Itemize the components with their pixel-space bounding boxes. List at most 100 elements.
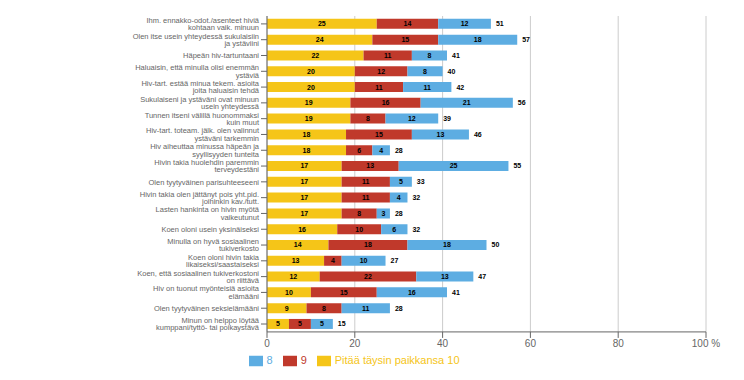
svg-text:8: 8 xyxy=(423,68,427,75)
svg-text:17: 17 xyxy=(300,162,308,169)
svg-text:Koen oloni usein yksinäiseksi: Koen oloni usein yksinäiseksi xyxy=(161,225,259,234)
svg-text:Koen oloni hivin takialikaisek: Koen oloni hivin takialikaiseksi/saastai… xyxy=(186,253,260,269)
svg-text:4: 4 xyxy=(331,257,335,264)
svg-text:10: 10 xyxy=(360,257,368,264)
svg-text:Haluaisin, että minulla olisi: Haluaisin, että minulla olisi enemmänyst… xyxy=(135,63,260,80)
svg-text:32: 32 xyxy=(412,194,420,201)
svg-text:Olen tyytyväinen parisuhteesee: Olen tyytyväinen parisuhteeseeni xyxy=(149,178,260,187)
svg-text:Tunnen itseni välillä huonomma: Tunnen itseni välillä huonommaksikuin mu… xyxy=(145,111,260,128)
svg-text:25: 25 xyxy=(450,162,458,169)
svg-text:0: 0 xyxy=(264,338,270,349)
svg-text:22: 22 xyxy=(364,273,372,280)
svg-text:16: 16 xyxy=(298,226,306,233)
svg-text:Hivin takia olen jättänyt pois: Hivin takia olen jättänyt pois yht.pid.j… xyxy=(140,190,259,207)
svg-text:16: 16 xyxy=(382,99,390,106)
svg-text:13: 13 xyxy=(366,162,374,169)
svg-text:10: 10 xyxy=(285,289,293,296)
svg-text:19: 19 xyxy=(305,99,313,106)
svg-text:51: 51 xyxy=(496,20,504,27)
svg-text:Olen itse usein yhteydessä suk: Olen itse usein yhteydessä sukulaisiinja… xyxy=(133,32,260,49)
svg-text:11: 11 xyxy=(362,178,370,185)
svg-text:40: 40 xyxy=(437,338,449,349)
svg-text:Hiv-tart. estää minua tekem. a: Hiv-tart. estää minua tekem. asioitajoit… xyxy=(141,79,259,96)
svg-text:10: 10 xyxy=(355,226,363,233)
svg-text:60: 60 xyxy=(525,338,537,349)
svg-text:42: 42 xyxy=(456,84,464,91)
svg-text:18: 18 xyxy=(443,241,451,248)
svg-text:19: 19 xyxy=(305,115,313,122)
svg-text:Olen tyytyväinen seksielämääni: Olen tyytyväinen seksielämääni xyxy=(154,304,259,313)
svg-text:46: 46 xyxy=(474,131,482,138)
svg-text:13: 13 xyxy=(441,273,449,280)
svg-text:18: 18 xyxy=(303,147,311,154)
svg-text:Ihm. ennakko-odot./asenteet hi: Ihm. ennakko-odot./asenteet hiviäkohtaan… xyxy=(146,16,259,33)
svg-text:8: 8 xyxy=(366,115,370,122)
svg-text:11: 11 xyxy=(375,84,383,91)
svg-text:18: 18 xyxy=(474,36,482,43)
svg-text:3: 3 xyxy=(381,210,385,217)
svg-text:13: 13 xyxy=(292,257,300,264)
svg-text:15: 15 xyxy=(338,320,346,327)
svg-text:6: 6 xyxy=(357,147,361,154)
svg-text:32: 32 xyxy=(412,226,420,233)
svg-text:Sukulaiseni ja ystäväni ovat m: Sukulaiseni ja ystäväni ovat minuunusein… xyxy=(140,95,260,112)
svg-text:20: 20 xyxy=(349,338,361,349)
svg-text:Hiv on tuonut myönteisiä asioi: Hiv on tuonut myönteisiä asioitaelämääni xyxy=(153,284,260,301)
svg-text:5: 5 xyxy=(399,178,403,185)
svg-text:9: 9 xyxy=(285,305,289,312)
svg-text:57: 57 xyxy=(522,36,530,43)
svg-text:28: 28 xyxy=(395,305,403,312)
svg-text:11: 11 xyxy=(384,52,392,59)
svg-text:15: 15 xyxy=(340,289,348,296)
svg-text:28: 28 xyxy=(395,210,403,217)
svg-text:5: 5 xyxy=(276,320,280,327)
svg-text:5: 5 xyxy=(298,320,302,327)
svg-text:11: 11 xyxy=(362,305,370,312)
svg-text:41: 41 xyxy=(452,289,460,296)
svg-text:Lasten hankinta on hivin myötä: Lasten hankinta on hivin myötävaikeutunu… xyxy=(156,205,260,222)
svg-text:4: 4 xyxy=(379,147,383,154)
svg-text:18: 18 xyxy=(364,241,372,248)
svg-text:4: 4 xyxy=(397,194,401,201)
svg-text:47: 47 xyxy=(478,273,486,280)
svg-text:40: 40 xyxy=(448,68,456,75)
svg-text:12: 12 xyxy=(289,273,297,280)
svg-text:12: 12 xyxy=(408,115,416,122)
svg-text:16: 16 xyxy=(408,289,416,296)
svg-text:Hiv aiheuttaa minussa häpeän j: Hiv aiheuttaa minussa häpeän jasyyllisyy… xyxy=(150,142,260,159)
svg-text:27: 27 xyxy=(391,257,399,264)
svg-text:80: 80 xyxy=(613,338,625,349)
svg-text:50: 50 xyxy=(492,241,500,248)
svg-text:20: 20 xyxy=(307,84,315,91)
svg-text:25: 25 xyxy=(318,20,326,27)
svg-text:14: 14 xyxy=(294,241,302,248)
svg-text:14: 14 xyxy=(404,20,412,27)
svg-text:39: 39 xyxy=(443,115,451,122)
svg-text:8: 8 xyxy=(357,210,361,217)
svg-text:17: 17 xyxy=(300,194,308,201)
svg-text:20: 20 xyxy=(307,68,315,75)
svg-text:56: 56 xyxy=(518,99,526,106)
svg-text:15: 15 xyxy=(401,36,409,43)
svg-text:24: 24 xyxy=(316,36,324,43)
svg-text:8: 8 xyxy=(427,52,431,59)
svg-text:17: 17 xyxy=(300,178,308,185)
svg-text:28: 28 xyxy=(395,147,403,154)
svg-text:22: 22 xyxy=(311,52,319,59)
svg-text:18: 18 xyxy=(303,131,311,138)
svg-text:12: 12 xyxy=(461,20,469,27)
svg-text:33: 33 xyxy=(417,178,425,185)
svg-text:21: 21 xyxy=(463,99,471,106)
svg-text:11: 11 xyxy=(362,194,370,201)
svg-text:6: 6 xyxy=(392,226,396,233)
svg-text:13: 13 xyxy=(437,131,445,138)
svg-text:5: 5 xyxy=(320,320,324,327)
svg-text:Koen, että sosiaalinen tukiver: Koen, että sosiaalinen tukiverkostonion … xyxy=(137,269,260,286)
svg-text:12: 12 xyxy=(377,68,385,75)
svg-text:Hiv-tart. toteam. jälk. olen v: Hiv-tart. toteam. jälk. olen valinnutyst… xyxy=(146,126,260,143)
svg-text:8: 8 xyxy=(322,305,326,312)
svg-text:Häpeän hiv-tartuntaani: Häpeän hiv-tartuntaani xyxy=(183,51,259,60)
svg-text:41: 41 xyxy=(452,52,460,59)
svg-text:Minun on helppo löytääkumppani: Minun on helppo löytääkumppani/tyttö- ta… xyxy=(156,316,260,333)
svg-text:Hivin takia huolehdin paremmin: Hivin takia huolehdin paremminterveydest… xyxy=(154,158,259,175)
